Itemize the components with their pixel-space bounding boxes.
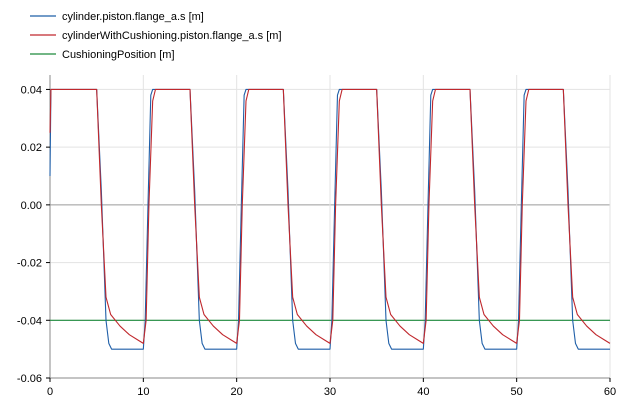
x-tick-label: 10 — [137, 386, 149, 398]
y-tick-label: 0.02 — [21, 142, 42, 154]
x-tick-label: 40 — [417, 386, 429, 398]
legend: cylinder.piston.flange_a.s [m] cylinderWi… — [30, 11, 282, 61]
series-line-1 — [49, 88, 611, 344]
y-tick-label: -0.06 — [17, 373, 42, 385]
x-tick-label: 60 — [604, 386, 616, 398]
legend-label-0: cylinder.piston.flange_a.s [m] — [62, 11, 204, 23]
y-tick-label: -0.04 — [17, 315, 42, 327]
series-layer — [49, 88, 611, 350]
y-tick-label: 0.04 — [21, 84, 42, 96]
legend-label-1: cylinderWithCushioning.piston.flange_a.s… — [62, 30, 282, 42]
x-tick-label: 30 — [324, 386, 336, 398]
tick-labels: 0.04 0.02 0.00 -0.02 -0.04 -0.06 0 10 20 30 40 50 60 — [17, 84, 616, 398]
y-tick-label: 0.00 — [21, 200, 42, 212]
legend-label-2: CushioningPosition [m] — [62, 49, 175, 61]
x-tick-label: 50 — [511, 386, 523, 398]
x-tick-label: 0 — [47, 386, 53, 398]
grid — [49, 75, 611, 379]
y-tick-label: -0.02 — [17, 258, 42, 270]
x-tick-label: 20 — [231, 386, 243, 398]
